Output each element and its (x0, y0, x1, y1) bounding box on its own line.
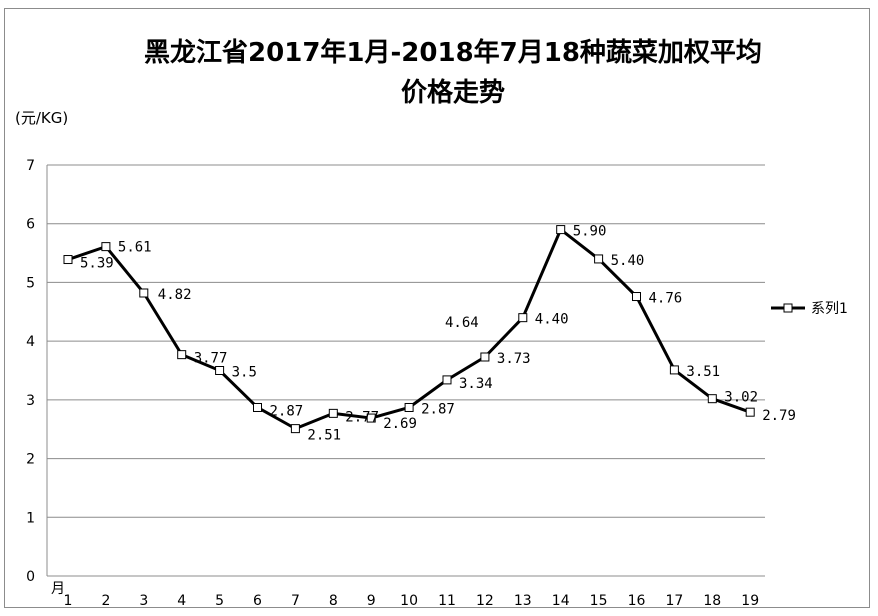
data-label-3: 4.82 (158, 287, 192, 303)
x-tick-3: 3 (139, 593, 148, 609)
annotation-label: 4.64 (445, 315, 479, 331)
x-tick-9: 9 (367, 593, 376, 609)
y-tick-4: 4 (26, 334, 35, 350)
x-tick-17: 17 (665, 593, 683, 609)
data-label-4: 3.77 (194, 351, 228, 367)
data-point-17 (669, 365, 679, 375)
x-tick-6: 6 (253, 593, 262, 609)
x-tick-5: 5 (215, 593, 224, 609)
data-point-19 (745, 407, 755, 417)
data-point-11 (442, 375, 452, 385)
x-tick-19: 19 (741, 593, 759, 609)
series-1-line (67, 228, 751, 431)
chart-title-line2: 价格走势 (401, 77, 505, 108)
data-label-7: 2.51 (307, 428, 341, 444)
legend-marker (783, 303, 793, 313)
data-label-1: 5.39 (80, 256, 114, 272)
data-point-1 (63, 255, 73, 265)
x-tick-4: 4 (177, 593, 186, 609)
y-tick-7: 7 (26, 158, 35, 174)
x-tick-1: 1 (64, 593, 73, 609)
x-tick-12: 12 (476, 593, 494, 609)
x-axis-month-label: 月 (51, 581, 65, 597)
y-tick-1: 1 (26, 510, 35, 526)
x-tick-13: 13 (514, 593, 532, 609)
data-label-8: 2.77 (345, 409, 379, 425)
y-tick-labels: 0 1 2 3 4 5 6 7 (26, 158, 35, 585)
x-tick-18: 18 (703, 593, 721, 609)
data-label-15: 5.40 (611, 253, 645, 269)
data-point-15 (594, 254, 604, 264)
y-tick-5: 5 (26, 275, 35, 291)
data-label-10: 2.87 (421, 401, 455, 417)
data-point-8 (328, 408, 338, 418)
data-label-19: 2.79 (762, 408, 796, 424)
data-point-2 (101, 242, 111, 252)
data-point-13 (518, 313, 528, 323)
data-point-9 (366, 413, 376, 423)
gridlines (46, 164, 765, 577)
y-tick-2: 2 (26, 452, 35, 468)
data-point-10 (404, 402, 414, 412)
line-chart: 黑龙江省2017年1月-2018年7月18种蔬菜加权平均 价格走势 (元/KG)… (15, 37, 848, 609)
data-point-6 (253, 402, 262, 412)
data-point-5 (215, 366, 225, 375)
y-tick-0: 0 (26, 569, 35, 585)
data-label-18: 3.02 (724, 390, 758, 406)
data-point-14 (556, 225, 566, 235)
x-tick-14: 14 (552, 593, 570, 609)
y-tick-6: 6 (26, 217, 35, 233)
data-point-18 (707, 394, 717, 404)
data-label-5: 3.5 (232, 365, 257, 381)
data-label-14: 5.90 (573, 224, 607, 240)
y-axis-unit-label: (元/KG) (15, 109, 68, 127)
data-label-16: 4.76 (649, 291, 683, 307)
x-tick-16: 16 (628, 593, 646, 609)
data-label-17: 3.51 (686, 364, 720, 380)
data-label-2: 5.61 (118, 240, 152, 256)
data-point-4 (177, 350, 187, 360)
data-label-11: 3.34 (459, 376, 493, 392)
legend-label: 系列1 (811, 301, 848, 317)
legend: 系列1 (771, 301, 848, 317)
x-tick-10: 10 (400, 593, 418, 609)
x-tick-11: 11 (438, 593, 456, 609)
data-label-12: 3.73 (497, 351, 531, 367)
x-tick-7: 7 (291, 593, 300, 609)
data-point-7 (290, 424, 300, 434)
data-label-9: 2.69 (383, 416, 417, 432)
data-labels: 5.395.614.823.773.52.872.512.77 2.692.873… (80, 224, 796, 444)
data-point-3 (139, 288, 149, 298)
chart-frame: 黑龙江省2017年1月-2018年7月18种蔬菜加权平均 价格走势 (元/KG)… (4, 8, 870, 609)
chart-title-line1: 黑龙江省2017年1月-2018年7月18种蔬菜加权平均 (144, 37, 762, 68)
series-1 (63, 225, 755, 434)
x-tick-labels: 1 2 3 4 5 6 7 8 9 10 11 12 13 14 15 16 17 18 19 (64, 593, 760, 609)
data-label-6: 2.87 (270, 403, 304, 419)
x-tick-2: 2 (101, 593, 110, 609)
x-tick-15: 15 (590, 593, 608, 609)
data-point-12 (480, 352, 490, 362)
data-point-16 (632, 292, 641, 302)
data-label-13: 4.40 (535, 312, 569, 328)
y-tick-3: 3 (26, 393, 35, 409)
x-tick-8: 8 (329, 593, 338, 609)
